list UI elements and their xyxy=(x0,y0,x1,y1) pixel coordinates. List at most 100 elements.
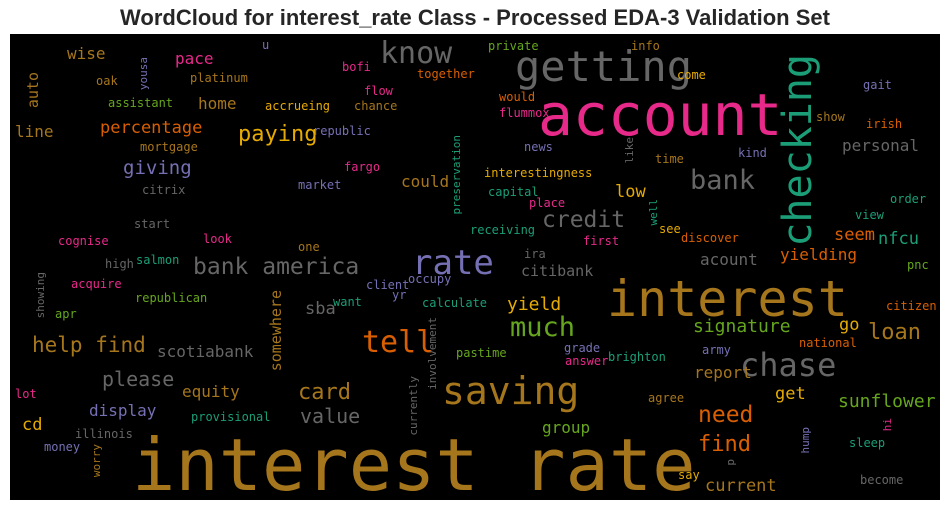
cloud-word-rate: rate xyxy=(412,243,494,283)
cloud-word-giving: giving xyxy=(123,157,192,179)
cloud-word-order: order xyxy=(890,192,927,206)
cloud-word-nfcu: nfcu xyxy=(878,229,919,249)
cloud-word-u: u xyxy=(262,38,270,52)
cloud-word-acquire: acquire xyxy=(71,277,122,291)
cloud-word-pastime: pastime xyxy=(456,346,507,360)
cloud-word-yousa: yousa xyxy=(137,57,150,91)
cloud-word-start: start xyxy=(134,217,171,231)
cloud-word-see: see xyxy=(659,222,681,236)
cloud-word-find: find xyxy=(698,432,751,457)
cloud-word-info: info xyxy=(631,39,660,53)
cloud-word-group: group xyxy=(542,418,591,437)
cloud-word-republican: republican xyxy=(135,291,208,305)
cloud-word-assistant: assistant xyxy=(108,96,174,110)
cloud-word-percentage: percentage xyxy=(100,118,203,138)
cloud-word-hump: hump xyxy=(799,427,812,454)
cloud-word-citrix: citrix xyxy=(142,183,186,197)
cloud-word-high: high xyxy=(105,257,134,271)
cloud-word-cognise: cognise xyxy=(58,234,109,248)
cloud-word-fargo: fargo xyxy=(344,160,381,174)
cloud-word-seem: seem xyxy=(834,225,875,245)
cloud-word-loan: loan xyxy=(868,320,921,345)
cloud-word-getting: getting xyxy=(515,42,693,91)
cloud-word-show: show xyxy=(816,110,845,124)
cloud-word-p: p xyxy=(724,459,737,466)
cloud-word-chase: chase xyxy=(740,346,837,384)
cloud-word-flow: flow xyxy=(364,84,393,98)
cloud-word-value: value xyxy=(300,404,361,428)
cloud-word-card: card xyxy=(298,380,351,405)
cloud-word-well: well xyxy=(647,199,660,226)
cloud-word-home: home xyxy=(198,94,237,113)
cloud-word-receiving: receiving xyxy=(470,223,536,237)
cloud-word-capital: capital xyxy=(488,185,539,199)
cloud-word-acount: acount xyxy=(700,250,758,269)
cloud-word-would: would xyxy=(499,90,536,104)
cloud-word-time: time xyxy=(655,152,684,166)
cloud-word-low: low xyxy=(615,182,646,202)
cloud-word-account: account xyxy=(538,81,783,149)
cloud-word-signature: signature xyxy=(693,316,791,337)
cloud-word-please: please xyxy=(102,367,175,391)
cloud-word-citibank: citibank xyxy=(521,262,594,280)
cloud-word-go: go xyxy=(839,315,860,335)
cloud-word-paying: paying xyxy=(238,122,318,147)
cloud-word-illinois: illinois xyxy=(75,427,133,441)
cloud-word-national: national xyxy=(799,336,857,350)
cloud-word-yr: yr xyxy=(392,288,407,302)
cloud-word-platinum: platinum xyxy=(190,71,248,85)
cloud-word-scotiabank: scotiabank xyxy=(157,342,254,361)
cloud-word-private: private xyxy=(488,39,539,53)
cloud-word-together: together xyxy=(417,67,475,81)
cloud-word-display: display xyxy=(89,401,157,420)
cloud-word-place: place xyxy=(529,196,566,210)
cloud-word-pnc: pnc xyxy=(907,258,929,272)
cloud-word-worry: worry xyxy=(90,444,103,478)
cloud-word-occupy: occupy xyxy=(408,272,452,286)
cloud-word-auto: auto xyxy=(24,72,42,109)
cloud-word-report: report xyxy=(694,363,752,382)
cloud-word-yielding: yielding xyxy=(780,245,858,264)
cloud-word-checking: checking xyxy=(775,54,821,247)
cloud-word-one: one xyxy=(298,240,320,254)
cloud-word-sleep: sleep xyxy=(849,436,886,450)
cloud-word-chance: chance xyxy=(354,99,398,113)
cloud-word-oak: oak xyxy=(96,74,118,88)
chart-title: WordCloud for interest_rate Class - Proc… xyxy=(120,5,830,30)
cloud-word-agree: agree xyxy=(648,391,685,405)
cloud-word-answer: answer xyxy=(565,354,609,368)
cloud-word-credit: credit xyxy=(542,207,626,233)
cloud-word-flummox: flummox xyxy=(499,106,550,120)
cloud-word-interest: interest xyxy=(607,270,848,328)
cloud-word-salmon: salmon xyxy=(136,253,180,267)
cloud-word-hi: hi xyxy=(881,418,894,432)
cloud-word-look: look xyxy=(203,232,232,246)
cloud-word-brighton: brighton xyxy=(608,350,666,364)
cloud-word-cd: cd xyxy=(22,415,43,435)
cloud-word-much: much xyxy=(510,312,576,343)
cloud-word-pace: pace xyxy=(175,49,214,68)
cloud-word-citizen: citizen xyxy=(886,299,937,313)
cloud-word-become: become xyxy=(860,473,904,487)
cloud-word-showing: showing xyxy=(34,272,47,319)
cloud-word-get: get xyxy=(775,384,806,404)
cloud-word-could: could xyxy=(401,172,450,191)
cloud-word-tell: tell xyxy=(362,325,435,360)
cloud-word-like: like xyxy=(623,137,636,164)
cloud-word-bofi: bofi xyxy=(342,60,371,74)
cloud-word-personal: personal xyxy=(842,136,920,155)
cloud-word-need: need xyxy=(698,402,754,428)
cloud-word-equity: equity xyxy=(182,382,240,401)
cloud-word-army: army xyxy=(702,343,731,357)
cloud-word-current: current xyxy=(705,476,777,496)
cloud-word-lot: lot xyxy=(15,387,37,401)
cloud-word-yield: yield xyxy=(507,294,562,315)
cloud-word-view: view xyxy=(855,208,884,222)
cloud-word-sba: sba xyxy=(305,299,336,319)
cloud-word-news: news xyxy=(524,140,553,154)
cloud-word-somewhere: somewhere xyxy=(267,290,285,372)
cloud-word-republic: republic xyxy=(313,124,371,138)
cloud-word-apr: apr xyxy=(55,307,77,321)
cloud-word-mortgage: mortgage xyxy=(140,140,198,154)
cloud-word-bank-america: bank america xyxy=(193,254,360,280)
